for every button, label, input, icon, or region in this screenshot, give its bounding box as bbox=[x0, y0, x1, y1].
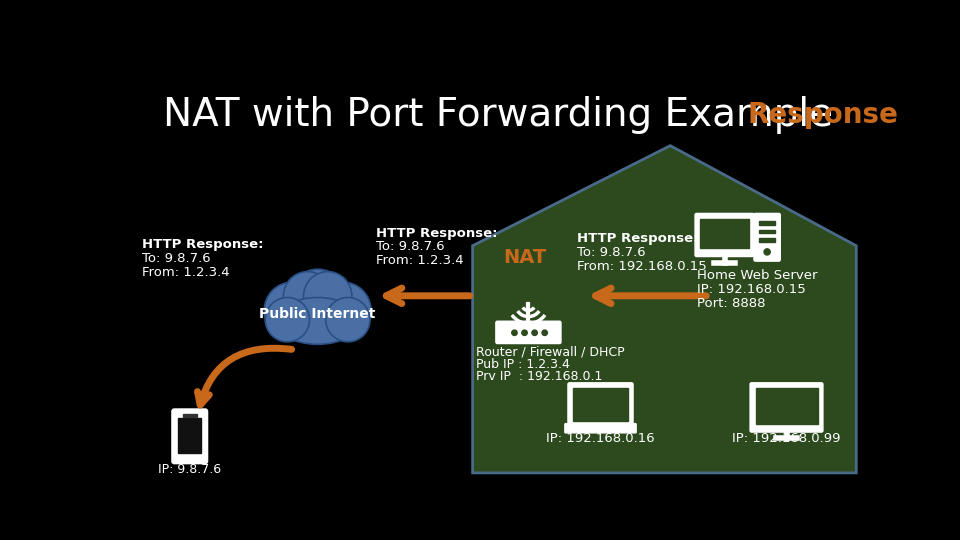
Text: IP: 192.168.0.15: IP: 192.168.0.15 bbox=[697, 283, 806, 296]
Circle shape bbox=[542, 330, 547, 335]
Text: From: 192.168.0.15: From: 192.168.0.15 bbox=[577, 260, 707, 273]
Bar bbox=[756, 388, 818, 423]
Bar bbox=[759, 230, 775, 233]
Text: Port: 8888: Port: 8888 bbox=[697, 296, 766, 309]
Circle shape bbox=[532, 330, 538, 335]
Bar bbox=[759, 238, 775, 242]
FancyBboxPatch shape bbox=[496, 321, 561, 343]
FancyBboxPatch shape bbox=[754, 213, 780, 261]
Text: IP: 192.168.0.16: IP: 192.168.0.16 bbox=[546, 432, 655, 445]
Text: To: 9.8.7.6: To: 9.8.7.6 bbox=[142, 252, 210, 265]
Ellipse shape bbox=[303, 272, 352, 321]
Bar bbox=[701, 219, 749, 248]
FancyBboxPatch shape bbox=[568, 383, 633, 426]
FancyArrowPatch shape bbox=[198, 348, 292, 405]
Text: NAT: NAT bbox=[504, 248, 547, 267]
Text: HTTP Response:: HTTP Response: bbox=[375, 226, 497, 240]
Ellipse shape bbox=[315, 282, 371, 339]
Text: To: 9.8.7.6: To: 9.8.7.6 bbox=[577, 246, 646, 259]
Ellipse shape bbox=[283, 272, 332, 321]
Ellipse shape bbox=[287, 269, 348, 333]
Text: IP: 192.168.0.99: IP: 192.168.0.99 bbox=[732, 432, 841, 445]
FancyBboxPatch shape bbox=[695, 213, 754, 256]
Ellipse shape bbox=[276, 298, 360, 345]
Text: To: 9.8.7.6: To: 9.8.7.6 bbox=[375, 240, 444, 253]
Ellipse shape bbox=[325, 298, 370, 342]
FancyBboxPatch shape bbox=[750, 383, 823, 432]
Circle shape bbox=[764, 249, 770, 255]
Text: From: 1.2.3.4: From: 1.2.3.4 bbox=[142, 266, 229, 279]
Bar bbox=[179, 418, 202, 453]
Text: Response: Response bbox=[748, 101, 899, 129]
Text: Pub IP : 1.2.3.4: Pub IP : 1.2.3.4 bbox=[476, 358, 570, 371]
Polygon shape bbox=[472, 146, 856, 473]
Text: Prv IP  : 192.168.0.1: Prv IP : 192.168.0.1 bbox=[476, 370, 603, 383]
Text: HTTP Response:: HTTP Response: bbox=[577, 232, 699, 245]
Text: Public Internet: Public Internet bbox=[259, 307, 375, 321]
Text: IP: 9.8.7.6: IP: 9.8.7.6 bbox=[158, 463, 222, 476]
Text: Home Web Server: Home Web Server bbox=[697, 269, 818, 282]
FancyBboxPatch shape bbox=[172, 409, 207, 464]
Ellipse shape bbox=[265, 298, 309, 342]
Text: NAT with Port Forwarding Example: NAT with Port Forwarding Example bbox=[162, 96, 832, 134]
Text: Router / Firewall / DHCP: Router / Firewall / DHCP bbox=[476, 346, 625, 359]
Text: From: 1.2.3.4: From: 1.2.3.4 bbox=[375, 254, 464, 267]
Circle shape bbox=[522, 330, 527, 335]
Text: HTTP Response:: HTTP Response: bbox=[142, 238, 263, 251]
Bar bbox=[573, 388, 628, 421]
Bar bbox=[182, 414, 197, 417]
Circle shape bbox=[512, 330, 517, 335]
Ellipse shape bbox=[264, 282, 321, 339]
FancyBboxPatch shape bbox=[564, 423, 636, 433]
Bar bbox=[759, 221, 775, 225]
